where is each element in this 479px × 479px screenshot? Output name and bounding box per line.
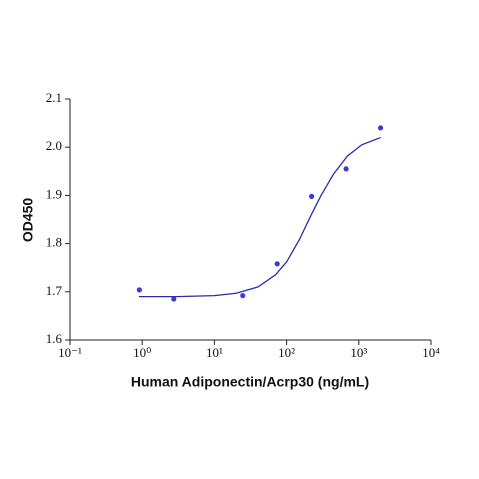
x-tick-label: 10² [278,345,295,360]
data-point [309,193,315,199]
data-point [377,125,384,131]
data-point [171,296,177,302]
data-point [136,287,142,293]
x-tick-label: 10⁻¹ [58,345,82,360]
y-axis-label: OD450 [20,198,36,243]
y-tick-label: 1.9 [46,186,62,201]
x-tick-label: 10¹ [206,345,223,360]
x-tick-label: 10⁴ [422,345,440,360]
y-tick-label: 2.1 [46,90,62,105]
fit-curve [138,136,381,298]
x-axis-label: Human Adiponectin/Acrp30 (ng/mL) [131,374,369,390]
data-point [343,166,349,172]
y-tick-label: 1.7 [46,283,63,298]
y-tick-label: 1.6 [46,331,63,346]
y-tick-label: 1.8 [46,235,62,250]
x-tick-label: 10⁰ [133,345,151,360]
data-point [240,293,246,299]
data-point [274,261,280,267]
y-tick-label: 2.0 [46,138,62,153]
x-tick-label: 10³ [350,345,367,360]
